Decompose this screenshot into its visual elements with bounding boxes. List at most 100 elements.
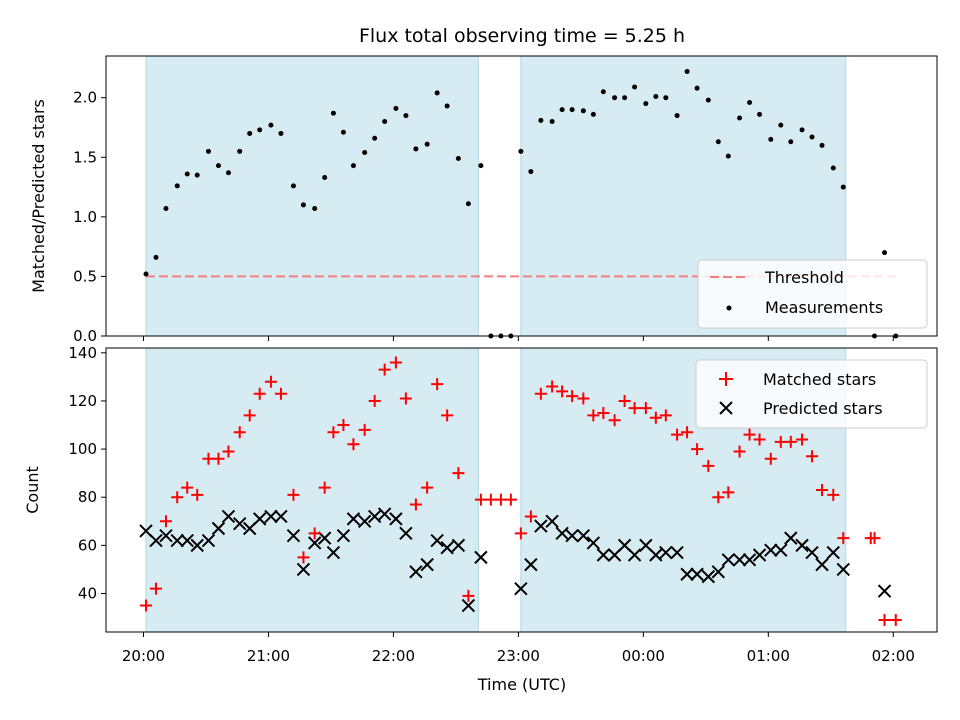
matched-point <box>358 423 371 436</box>
measurement-point <box>600 89 606 95</box>
matched-point <box>806 450 819 463</box>
predicted-point <box>170 533 184 548</box>
matched-point <box>233 426 246 439</box>
predicted-point <box>201 533 216 548</box>
measurement-point <box>362 150 368 156</box>
bottom-shading <box>145 347 847 633</box>
predicted-point <box>346 512 361 526</box>
predicted-point <box>545 514 559 528</box>
bottom-y-tick-label: 120 <box>68 392 97 410</box>
bottom-y-tick-label: 100 <box>68 440 97 458</box>
matched-point <box>681 426 694 439</box>
top-y-axis-label: Matched/Predicted stars <box>29 99 48 293</box>
bottom-panel: 40 60 80 100 120 140 20:00 21:00 22:00 23:00 00:0… <box>23 344 938 694</box>
matched-point <box>796 433 809 446</box>
predicted-point <box>336 529 351 543</box>
matched-point <box>399 392 412 405</box>
measurement-point <box>632 84 638 90</box>
measurement-point <box>382 119 388 125</box>
measurement-point <box>290 183 296 189</box>
matched-point <box>659 409 672 422</box>
measurement-point <box>580 108 586 114</box>
predicted-point <box>701 569 716 584</box>
matched-point <box>878 613 891 626</box>
bottom-y-axis-label: Count <box>23 466 42 514</box>
bottom-marks <box>139 356 902 626</box>
matched-point <box>297 551 310 564</box>
matched-point <box>368 394 381 407</box>
matched-point <box>524 510 537 523</box>
predicted-point <box>877 584 892 598</box>
measurement-point <box>300 202 306 208</box>
matched-point <box>318 481 331 494</box>
matched-point <box>378 363 391 376</box>
predicted-point <box>805 545 819 560</box>
predicted-point <box>357 514 372 528</box>
bottom-y-tick-label: 80 <box>78 488 97 506</box>
measurement-point <box>194 172 200 178</box>
predicted-point <box>451 538 466 553</box>
measurement-point <box>663 95 669 101</box>
measurement-point <box>403 113 409 119</box>
x-tick-label: 23:00 <box>497 647 540 665</box>
bottom-y-tick-label: 40 <box>78 584 97 602</box>
predicted-point <box>440 541 454 555</box>
top-y-tick-label: 0.5 <box>73 267 97 285</box>
matched-point <box>649 411 662 424</box>
measurement-point <box>237 148 243 154</box>
top-y-tick-label: 0.0 <box>73 327 97 345</box>
measurement-point <box>674 113 680 119</box>
matched-point <box>159 515 172 528</box>
predicted-point <box>555 526 569 541</box>
matched-point <box>514 527 527 540</box>
matched-point <box>577 392 590 405</box>
matched-point <box>671 428 684 441</box>
matched-point <box>274 387 287 400</box>
predicted-point <box>576 529 591 543</box>
measurement-point <box>705 97 711 103</box>
measurement-point <box>455 155 461 161</box>
measurement-point <box>424 141 430 147</box>
top-y-tick-label: 1.5 <box>73 148 97 166</box>
measurement-point <box>413 146 419 152</box>
measurement-point <box>694 85 700 91</box>
measurement-point <box>444 103 450 109</box>
bottom-legend-box <box>695 359 928 429</box>
measurement-point <box>840 184 846 190</box>
measurement-point <box>569 107 575 113</box>
top-y-tick-label: 1.0 <box>73 208 97 226</box>
measurement-point <box>882 250 888 256</box>
top-y-ticks: 0.0 0.5 1.0 1.5 2.0 <box>73 89 106 345</box>
predicted-point <box>274 509 288 524</box>
bottom-axes-frame <box>105 347 938 633</box>
measurement-point <box>518 148 524 154</box>
matched-point <box>431 378 444 391</box>
predicted-point <box>721 553 736 567</box>
measurement-point <box>340 129 346 135</box>
matched-point <box>222 445 235 458</box>
measurement-point <box>330 110 336 116</box>
measurement-point <box>747 99 753 105</box>
predicted-point <box>670 545 684 560</box>
measurement-point <box>768 136 774 142</box>
measurement-point <box>757 111 763 117</box>
bottom-y-tick-label: 140 <box>68 344 97 362</box>
matched-point <box>587 409 600 422</box>
predicted-point <box>711 565 726 579</box>
measurement-point <box>205 148 211 154</box>
matched-point <box>639 402 652 415</box>
predicted-point <box>326 545 341 560</box>
measurement-point <box>538 117 544 123</box>
x-tick-label: 21:00 <box>247 647 290 665</box>
predicted-point <box>252 512 267 526</box>
predicted-point <box>461 598 476 613</box>
predicted-point <box>752 548 767 562</box>
bottom-legend: Matched stars Predicted stars <box>695 359 928 429</box>
top-legend: Threshold Measurements <box>697 259 928 329</box>
measurement-point <box>653 94 659 100</box>
matched-point <box>827 488 840 501</box>
predicted-point <box>534 519 548 533</box>
measurement-point <box>434 90 440 96</box>
measurement-point <box>372 135 378 141</box>
